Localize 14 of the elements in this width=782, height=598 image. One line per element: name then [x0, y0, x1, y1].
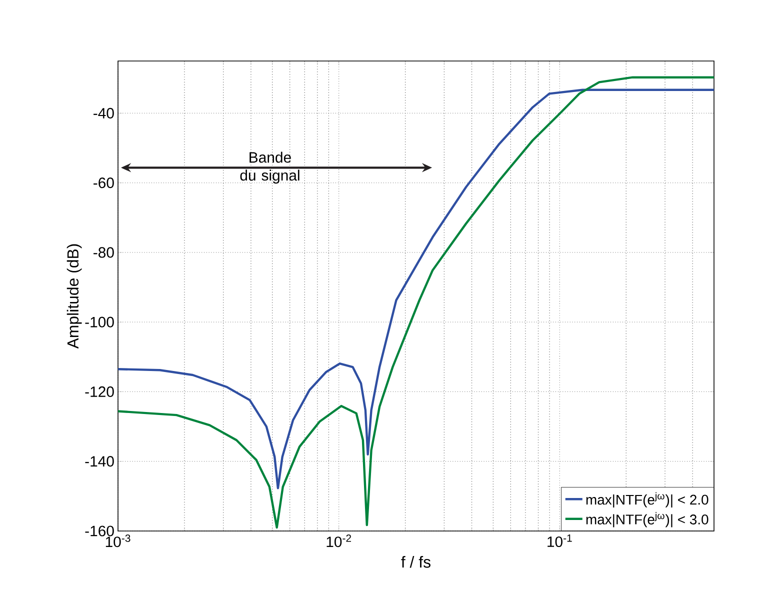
y-tick-label: -120 — [85, 386, 114, 398]
y-tick-label: -140 — [85, 456, 114, 467]
legend-label: max|NTF(e$^{jω}$)| < 2.0 — [586, 492, 708, 508]
x-axis-title: f / fs — [401, 556, 430, 568]
y-axis-title: Amplitude (dB) — [66, 244, 82, 349]
y-tick-label: -80 — [94, 247, 114, 258]
y-tick-label: -60 — [94, 178, 114, 188]
y-tick-label: -40 — [94, 108, 114, 118]
y-tick-label: -100 — [85, 316, 114, 328]
x-tick-label: 10$^{-1}$ — [548, 534, 572, 548]
legend-label: max|NTF(e$^{jω}$)| < 3.0 — [586, 512, 708, 528]
annotation: Bande du signal — [240, 152, 300, 184]
y-tick-label: -160 — [85, 526, 114, 536]
x-tick-label: 10$^{-2}$ — [326, 534, 351, 548]
